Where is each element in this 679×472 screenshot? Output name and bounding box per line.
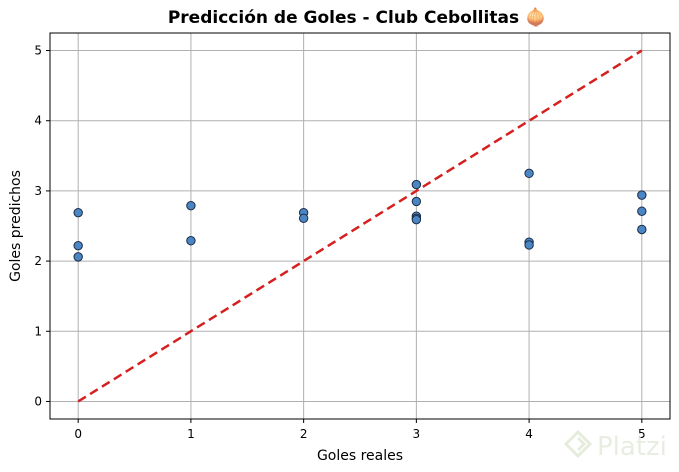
- platzi-logo-icon: [563, 429, 593, 459]
- x-tick-label: 4: [525, 427, 533, 441]
- data-point: [73, 240, 83, 251]
- data-point: [411, 196, 422, 207]
- data-point: [73, 207, 83, 218]
- x-tick-label: 3: [413, 427, 421, 441]
- watermark: Platzi: [563, 429, 667, 462]
- watermark-text: Platzi: [597, 432, 667, 462]
- data-point: [411, 214, 422, 225]
- y-tick-label: 0: [34, 394, 42, 408]
- axis-ticks: 0 1 2 3 4 5 0 1 2 3 4 5: [34, 44, 645, 441]
- ideal-prediction-line: [77, 49, 643, 403]
- data-point: [186, 200, 196, 211]
- data-point: [524, 240, 534, 250]
- data-point: [73, 252, 83, 262]
- plot-frame: [49, 32, 671, 420]
- data-point: [411, 179, 422, 190]
- data-point: [637, 224, 647, 235]
- data-point: [637, 206, 647, 216]
- y-tick-label: 4: [34, 114, 42, 128]
- y-axis-label: Goles predichos: [8, 170, 24, 282]
- x-tick-label: 0: [74, 427, 82, 441]
- scatter-points: [73, 168, 647, 262]
- chart-title: Predicción de Goles - Club Cebollitas 🧅: [168, 7, 546, 28]
- data-point: [186, 236, 196, 246]
- x-axis-label: Goles reales: [317, 448, 403, 464]
- reference-line-layer: [77, 49, 643, 403]
- y-tick-label: 3: [34, 184, 42, 198]
- x-tick-label: 2: [300, 427, 308, 441]
- data-point: [298, 213, 309, 223]
- y-tick-label: 2: [34, 254, 42, 268]
- x-tick-label: 5: [638, 427, 646, 441]
- y-tick-label: 1: [34, 324, 42, 338]
- x-tick-label: 1: [187, 427, 195, 441]
- data-point: [637, 190, 647, 200]
- y-tick-label: 5: [34, 44, 42, 58]
- data-point: [524, 168, 534, 179]
